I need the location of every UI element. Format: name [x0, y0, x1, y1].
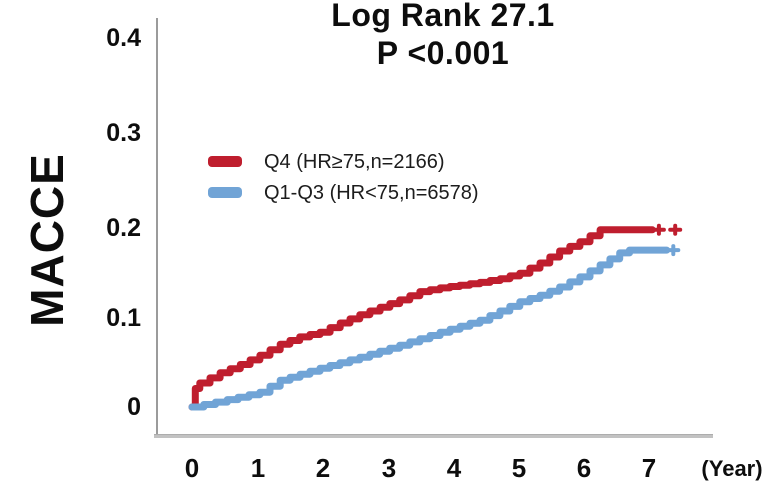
x-tick-label-6: 6	[576, 453, 592, 483]
legend-item-q1q3: Q1-Q3 (HR<75,n=6578)	[208, 177, 479, 208]
x-tick-label-4: 4	[446, 453, 462, 483]
legend-label-q4: Q4 (HR≥75,n=2166)	[264, 150, 445, 173]
x-axis-line	[154, 434, 713, 438]
x-tick-label-5: 5	[511, 453, 527, 483]
curve-q4	[188, 226, 656, 411]
y-tick-label-0: 0	[127, 393, 141, 421]
legend: Q4 (HR≥75,n=2166) Q1-Q3 (HR<75,n=6578)	[208, 146, 479, 208]
x-tick-label-0: 0	[184, 453, 200, 483]
censor-mark	[651, 223, 666, 236]
legend-item-q4: Q4 (HR≥75,n=2166)	[208, 146, 479, 177]
y-tick-label-0.4: 0.4	[106, 24, 141, 52]
chart-title: Log Rank 27.1 P <0.001	[243, 0, 643, 72]
legend-label-q1q3: Q1-Q3 (HR<75,n=6578)	[264, 181, 479, 204]
censor-mark	[668, 223, 683, 236]
chart-title-line2: P <0.001	[376, 35, 510, 71]
x-tick-label-1: 1	[250, 453, 266, 483]
y-axis-line	[156, 18, 158, 437]
x-axis-unit-label: (Year)	[701, 456, 763, 481]
censor-mark	[666, 244, 681, 257]
y-tick-label-0.1: 0.1	[106, 304, 141, 332]
y-tick-label-0.3: 0.3	[106, 119, 141, 147]
y-tick-label-0.2: 0.2	[106, 214, 141, 242]
curve-q1q3	[188, 246, 671, 411]
x-tick-label-2: 2	[315, 453, 331, 483]
legend-swatch-q4-icon	[208, 156, 242, 167]
x-tick-label-3: 3	[381, 453, 397, 483]
legend-swatch-q1q3-icon	[208, 187, 242, 198]
x-tick-label-7: 7	[641, 453, 657, 483]
chart-title-line1: Log Rank 27.1	[331, 0, 555, 33]
